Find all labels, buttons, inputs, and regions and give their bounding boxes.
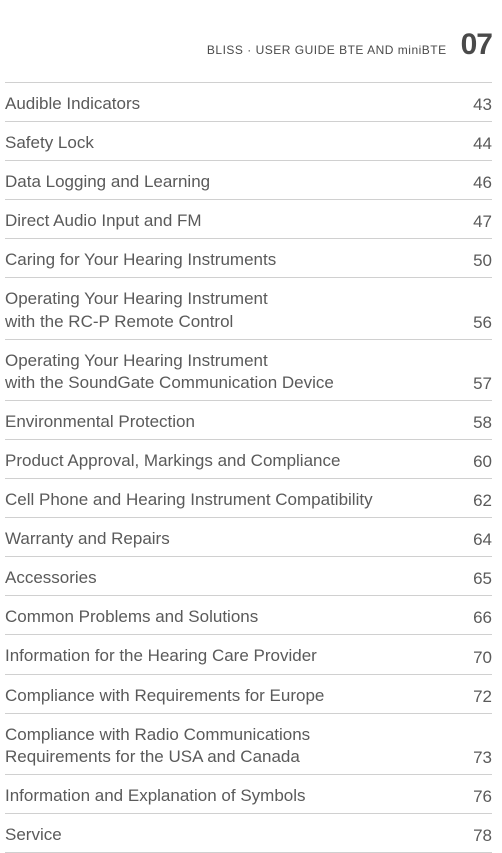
toc-title: Information for the Hearing Care Provide… — [5, 645, 464, 667]
toc-page: 78 — [464, 826, 492, 846]
toc-title: Cell Phone and Hearing Instrument Compat… — [5, 489, 464, 511]
toc-page: 62 — [464, 491, 492, 511]
toc-title: Safety Lock — [5, 132, 464, 154]
toc-page: 57 — [464, 374, 492, 394]
toc-title: Compliance with Radio CommunicationsRequ… — [5, 724, 464, 768]
toc-title: Data Logging and Learning — [5, 171, 464, 193]
toc-row: Information for the Hearing Care Provide… — [5, 635, 492, 674]
toc-page: 47 — [464, 212, 492, 232]
toc-row: Compliance with Radio CommunicationsRequ… — [5, 714, 492, 775]
toc-page: 46 — [464, 173, 492, 193]
toc-page: 76 — [464, 787, 492, 807]
page-header: BLISS · USER GUIDE BTE AND miniBTE 07 — [0, 0, 502, 72]
table-of-contents: Audible Indicators 43 Safety Lock 44 Dat… — [0, 72, 502, 853]
toc-title: Operating Your Hearing Instrumentwith th… — [5, 350, 464, 394]
toc-page: 65 — [464, 569, 492, 589]
toc-page: 50 — [464, 251, 492, 271]
toc-title: Environmental Protection — [5, 411, 464, 433]
toc-row: Safety Lock 44 — [5, 122, 492, 161]
toc-row: Compliance with Requirements for Europe … — [5, 675, 492, 714]
toc-row: Service 78 — [5, 814, 492, 853]
toc-title: Direct Audio Input and FM — [5, 210, 464, 232]
toc-title: Operating Your Hearing Instrumentwith th… — [5, 288, 464, 332]
toc-title: Audible Indicators — [5, 93, 464, 115]
toc-row: Operating Your Hearing Instrumentwith th… — [5, 278, 492, 339]
toc-row: Operating Your Hearing Instrumentwith th… — [5, 340, 492, 401]
header-text: BLISS · USER GUIDE BTE AND miniBTE — [207, 43, 447, 57]
toc-title: Service — [5, 824, 464, 846]
toc-row: Information and Explanation of Symbols 7… — [5, 775, 492, 814]
toc-title: Product Approval, Markings and Complianc… — [5, 450, 464, 472]
toc-page: 66 — [464, 608, 492, 628]
toc-row: Data Logging and Learning 46 — [5, 161, 492, 200]
toc-row: Product Approval, Markings and Complianc… — [5, 440, 492, 479]
toc-row: Warranty and Repairs 64 — [5, 518, 492, 557]
toc-title: Accessories — [5, 567, 464, 589]
toc-page: 70 — [464, 648, 492, 668]
toc-row: Cell Phone and Hearing Instrument Compat… — [5, 479, 492, 518]
toc-page: 43 — [464, 95, 492, 115]
toc-page: 72 — [464, 687, 492, 707]
toc-title: Warranty and Repairs — [5, 528, 464, 550]
toc-row: Audible Indicators 43 — [5, 82, 492, 122]
toc-title: Information and Explanation of Symbols — [5, 785, 464, 807]
toc-page: 73 — [464, 748, 492, 768]
toc-page: 58 — [464, 413, 492, 433]
toc-page: 44 — [464, 134, 492, 154]
toc-page: 56 — [464, 313, 492, 333]
toc-page: 60 — [464, 452, 492, 472]
toc-row: Environmental Protection 58 — [5, 401, 492, 440]
toc-title: Compliance with Requirements for Europe — [5, 685, 464, 707]
toc-row: Direct Audio Input and FM 47 — [5, 200, 492, 239]
page-number: 07 — [461, 28, 492, 62]
toc-row: Accessories 65 — [5, 557, 492, 596]
toc-title: Caring for Your Hearing Instruments — [5, 249, 464, 271]
toc-row: Common Problems and Solutions 66 — [5, 596, 492, 635]
toc-page: 64 — [464, 530, 492, 550]
toc-row: Caring for Your Hearing Instruments 50 — [5, 239, 492, 278]
toc-title: Common Problems and Solutions — [5, 606, 464, 628]
